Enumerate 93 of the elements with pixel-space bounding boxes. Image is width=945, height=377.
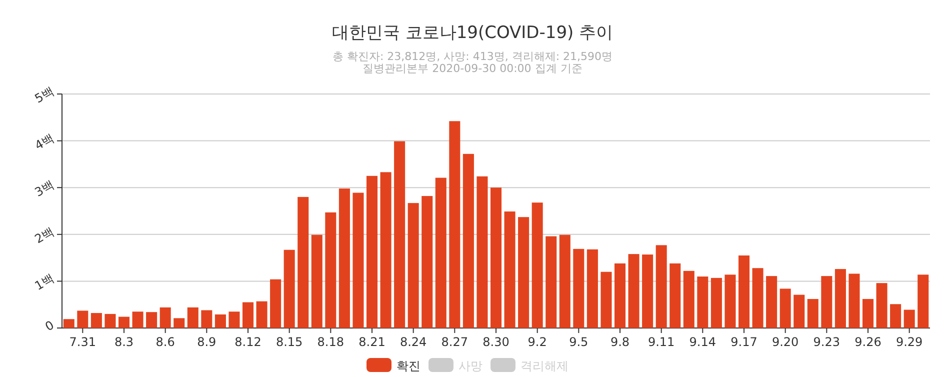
bar	[146, 312, 158, 328]
bar	[600, 272, 612, 328]
bar	[697, 276, 708, 328]
bar	[532, 202, 543, 328]
bar	[380, 172, 392, 328]
x-tick-label: 8.12	[234, 335, 262, 349]
x-tick-label: 9.5	[569, 335, 588, 349]
x-tick-label: 8.21	[358, 335, 386, 349]
x-tick-label: 9.14	[689, 335, 716, 349]
x-tick-label: 9.17	[730, 335, 758, 349]
y-tick-label: 5백	[32, 84, 56, 106]
bar	[90, 313, 102, 328]
x-tick-label: 9.20	[772, 335, 799, 349]
bar	[435, 178, 446, 328]
x-tick-label: 8.9	[197, 335, 216, 349]
bar	[338, 188, 350, 328]
y-tick-label: 2백	[32, 224, 56, 246]
legend-label: 확진	[396, 359, 420, 373]
bar	[614, 263, 626, 328]
y-tick-label: 3백	[32, 178, 56, 200]
x-tick-label: 8.3	[114, 335, 134, 349]
bar	[518, 217, 530, 328]
bar	[201, 310, 212, 328]
bar	[63, 319, 74, 328]
bar	[174, 318, 185, 328]
x-tick-label: 9.11	[648, 335, 675, 349]
x-tick-label: 9.23	[813, 335, 840, 349]
bar	[214, 314, 226, 328]
bar	[77, 310, 88, 328]
bar	[890, 304, 902, 328]
x-tick-label: 9.8	[610, 335, 630, 349]
y-tick-label: 1백	[32, 271, 56, 294]
chart-title: 대한민국 코로나19(COVID-19) 추이	[332, 23, 614, 43]
bar	[656, 245, 667, 328]
bar	[766, 276, 778, 328]
bar	[752, 268, 764, 328]
bar	[586, 249, 598, 328]
bar	[876, 283, 888, 328]
bar	[242, 302, 254, 328]
bar	[284, 250, 295, 328]
bar	[270, 279, 282, 328]
x-tick-label: 8.27	[441, 335, 468, 349]
bar	[132, 312, 144, 328]
bar	[807, 298, 818, 328]
bar	[504, 211, 516, 328]
bar	[394, 141, 406, 328]
bar	[160, 307, 171, 328]
bar	[559, 234, 570, 328]
bar	[228, 312, 240, 328]
bar	[325, 212, 336, 328]
bar	[904, 310, 915, 328]
x-tick-label: 9.2	[528, 335, 547, 349]
x-tick-label: 9.26	[854, 335, 882, 349]
x-tick-label: 8.6	[156, 335, 175, 349]
bar	[862, 298, 874, 328]
y-tick-label: 4백	[32, 130, 56, 153]
x-tick-label: 8.24	[400, 335, 427, 349]
bar	[573, 248, 584, 328]
bar	[546, 236, 557, 328]
bar	[366, 176, 378, 328]
x-tick-label: 8.15	[276, 335, 303, 349]
bar	[462, 154, 474, 328]
bar	[683, 270, 694, 328]
x-tick-label: 7.31	[69, 335, 96, 349]
bar	[848, 274, 860, 328]
bar	[918, 274, 929, 328]
bar	[670, 263, 681, 328]
bar	[104, 314, 116, 328]
bar	[821, 276, 832, 328]
bar	[642, 254, 654, 328]
bar	[490, 188, 502, 328]
bar	[476, 176, 488, 328]
bar	[187, 307, 198, 328]
x-tick-label: 8.30	[482, 335, 510, 349]
bar	[256, 301, 268, 328]
bar	[298, 196, 309, 328]
bar	[422, 196, 433, 328]
bar	[724, 274, 736, 328]
bar	[710, 278, 722, 328]
bar	[118, 316, 130, 328]
bar	[794, 294, 805, 328]
bar	[628, 254, 640, 328]
bar	[408, 203, 419, 328]
bar	[352, 192, 364, 328]
bar	[738, 255, 750, 328]
chart-subtitle: 총 확진자: 23,812명, 사망: 413명, 격리해제: 21,590명 질병관리본부 2020-09-30 00:00 집계 기준	[332, 50, 613, 75]
bar	[311, 234, 322, 328]
bar	[780, 288, 791, 328]
x-tick-label: 9.29	[896, 335, 923, 349]
bar	[834, 269, 846, 328]
x-tick-label: 8.18	[317, 335, 344, 349]
y-tick-label: 0	[42, 318, 56, 334]
bar	[449, 121, 460, 328]
